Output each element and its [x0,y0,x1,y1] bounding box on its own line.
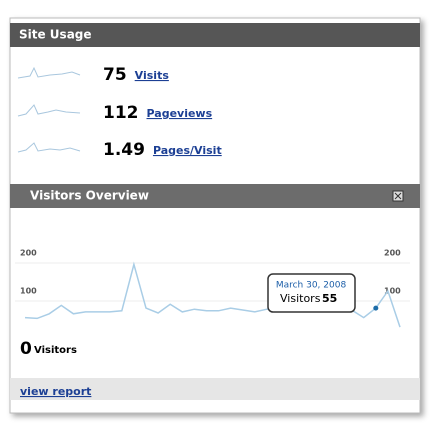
y-tick-label: 200 [20,249,37,258]
tooltip [267,273,356,313]
metric-value: 1.49 [103,140,145,160]
view-report-link[interactable]: view report [20,385,91,398]
visitors-header [10,184,420,208]
tooltip-value: 55 [322,292,337,305]
panel [9,17,421,414]
y-tick-label: 200 [384,249,401,258]
site-usage-header [10,23,420,47]
total-label: Visitors [34,345,77,356]
y-tick-label: 100 [20,287,37,296]
visitors-title: Visitors Overview [30,189,149,203]
metric-link: Visits [135,69,170,82]
metric-value: 112 [103,103,139,123]
highlight-point [373,305,379,311]
tooltip-date: March 30, 2008 [276,281,347,291]
metric-value: 75 [103,65,127,85]
y-tick-label: 100 [384,287,401,296]
sparklines [17,66,81,153]
close-icon [394,192,402,200]
total-value: 0 [20,339,32,359]
metric-link: Pages/Visit [153,144,222,157]
site-usage-title: Site Usage [19,28,92,42]
tooltip-label: Visitors [280,292,321,305]
footer [10,378,420,400]
metric-link: Pageviews [147,107,213,120]
